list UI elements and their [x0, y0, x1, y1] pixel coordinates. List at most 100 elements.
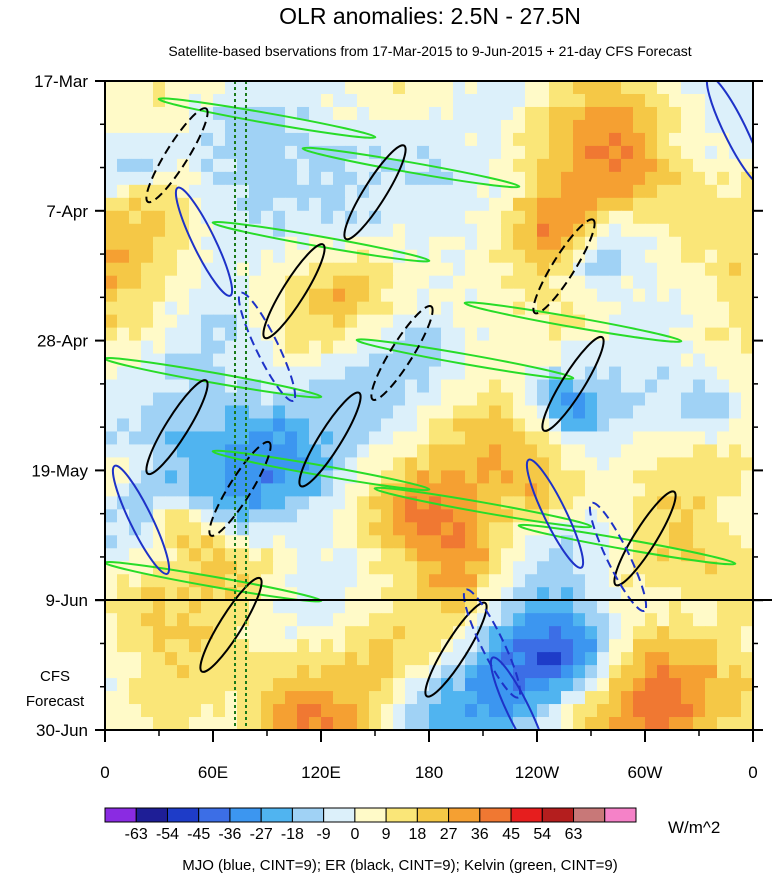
olr-cell [429, 158, 442, 173]
olr-cell [645, 626, 658, 640]
olr-cell [489, 717, 502, 730]
olr-cell [657, 574, 670, 588]
olr-cell [321, 678, 334, 692]
olr-cell [741, 639, 753, 653]
olr-cell [405, 145, 418, 160]
olr-cell [537, 327, 550, 342]
olr-cell [729, 392, 742, 407]
olr-cell [741, 717, 753, 730]
olr-cell [297, 392, 310, 407]
olr-cell [357, 574, 370, 588]
olr-cell [549, 678, 562, 692]
olr-cell [693, 353, 706, 368]
olr-cell [537, 652, 550, 666]
olr-cell [357, 561, 370, 575]
olr-cell [309, 81, 322, 95]
olr-cell [561, 171, 574, 186]
olr-cell [681, 171, 694, 186]
olr-cell [141, 691, 154, 705]
olr-cell [405, 522, 418, 536]
olr-cell [597, 249, 610, 264]
olr-cell [429, 561, 442, 575]
olr-cell [393, 379, 406, 394]
olr-cell [381, 223, 394, 238]
olr-cell [729, 275, 742, 290]
olr-cell [645, 652, 658, 666]
olr-cell [705, 522, 718, 536]
olr-cell [369, 184, 382, 199]
olr-cell [549, 379, 562, 394]
olr-cell [129, 249, 142, 264]
olr-cell [321, 81, 334, 95]
olr-cell [693, 483, 706, 497]
olr-cell [141, 418, 154, 433]
olr-cell [417, 405, 430, 420]
olr-cell [657, 366, 670, 381]
olr-cell [573, 405, 586, 420]
olr-cell [729, 81, 742, 95]
olr-cell [585, 314, 598, 329]
olr-cell [285, 717, 298, 730]
olr-cell [429, 223, 442, 238]
olr-cell [357, 691, 370, 705]
olr-cell [453, 535, 466, 549]
olr-cell [441, 366, 454, 381]
olr-cell [501, 210, 514, 225]
olr-cell [309, 340, 322, 355]
olr-cell [621, 431, 634, 446]
olr-cell [465, 457, 478, 471]
olr-cell [693, 509, 706, 523]
olr-cell [441, 288, 454, 303]
olr-cell [141, 275, 154, 290]
olr-cell [249, 301, 262, 316]
olr-cell [393, 119, 406, 134]
olr-cell [741, 93, 753, 108]
olr-cell [729, 262, 742, 277]
olr-cell [117, 106, 130, 121]
olr-cell [513, 444, 526, 459]
olr-cell [201, 470, 214, 484]
olr-cell [729, 119, 742, 134]
olr-cell [369, 496, 382, 510]
olr-cell [645, 119, 658, 134]
olr-cell [585, 600, 598, 614]
olr-cell [177, 171, 190, 186]
olr-cell [621, 353, 634, 368]
olr-cell [213, 678, 226, 692]
colorbar-swatch [354, 807, 387, 823]
olr-cell [273, 548, 286, 562]
olr-cell [465, 392, 478, 407]
olr-cell [681, 145, 694, 160]
olr-cell [141, 704, 154, 718]
olr-cell [297, 81, 310, 95]
olr-cell [237, 717, 250, 730]
olr-cell [417, 366, 430, 381]
olr-cell [117, 535, 130, 549]
olr-cell [657, 665, 670, 679]
olr-cell [633, 639, 646, 653]
olr-cell [285, 249, 298, 264]
olr-cell [741, 145, 753, 160]
olr-cell [333, 717, 346, 730]
olr-cell [501, 548, 514, 562]
olr-cell [201, 717, 214, 730]
olr-cell [681, 587, 694, 601]
olr-cell [273, 639, 286, 653]
olr-cell [429, 444, 442, 459]
olr-cell [453, 561, 466, 575]
olr-cell [717, 158, 730, 173]
olr-cell [177, 262, 190, 277]
olr-cell [369, 587, 382, 601]
olr-cell [333, 366, 346, 381]
olr-cell [261, 717, 274, 730]
olr-cell [165, 691, 178, 705]
olr-cell [333, 574, 346, 588]
olr-cell [405, 197, 418, 212]
olr-cell [357, 379, 370, 394]
olr-cell [657, 496, 670, 510]
olr-cell [741, 522, 753, 536]
olr-cell [141, 613, 154, 627]
olr-cell [213, 353, 226, 368]
olr-cell [705, 535, 718, 549]
olr-cell [609, 704, 622, 718]
